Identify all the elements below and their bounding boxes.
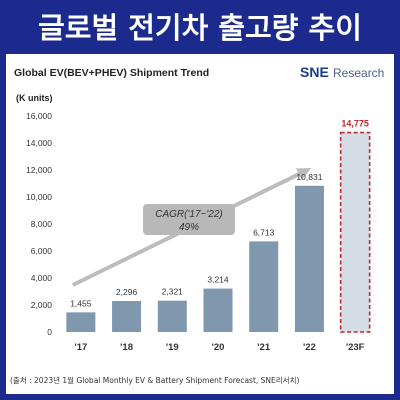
y-tick-label: 14,000 xyxy=(26,138,52,148)
bar xyxy=(249,241,279,332)
source-note: (출처 : 2023년 1월 Global Monthly EV & Batte… xyxy=(10,375,299,385)
y-axis-unit: (K units) xyxy=(16,93,53,103)
data-label: 10,831 xyxy=(296,172,322,182)
data-label: 1,455 xyxy=(70,298,92,308)
bar xyxy=(203,288,233,332)
data-labels: 1,455 2,296 2,321 3,214 6,713 10,831 14,775 xyxy=(70,119,369,309)
chart-svg: Global EV(BEV+PHEV) Shipment Trend SNE R… xyxy=(10,64,384,385)
cagr-arrow: CAGR('17~'22) 49% xyxy=(71,168,312,287)
bar-forecast xyxy=(339,131,371,333)
y-tick-label: 8,000 xyxy=(31,219,53,229)
x-axis-ticks: '17 '18 '19 '20 '21 '22 '23F xyxy=(74,342,364,353)
y-tick-label: 10,000 xyxy=(26,192,52,202)
cagr-label-box xyxy=(143,204,235,235)
chart-title: Global EV(BEV+PHEV) Shipment Trend xyxy=(14,67,209,79)
bar xyxy=(112,301,142,332)
y-tick-label: 12,000 xyxy=(26,165,52,175)
data-label: 2,321 xyxy=(162,287,184,297)
logo-suffix: Research xyxy=(333,66,384,80)
y-tick-label: 0 xyxy=(47,327,52,337)
y-tick-label: 6,000 xyxy=(31,246,53,256)
data-label: 14,775 xyxy=(341,119,369,129)
y-tick-label: 2,000 xyxy=(31,300,53,310)
x-tick-label: '22 xyxy=(303,342,316,353)
chart-card: Global EV(BEV+PHEV) Shipment Trend SNE R… xyxy=(6,54,394,394)
y-axis-ticks: 0 2,000 4,000 6,000 8,000 10,000 12,000 14,000 1… xyxy=(26,111,52,337)
bar xyxy=(157,300,187,332)
data-label: 3,214 xyxy=(207,275,229,285)
x-tick-label: '21 xyxy=(257,342,271,353)
x-tick-label: '23F xyxy=(346,342,365,353)
x-tick-label: '18 xyxy=(120,342,133,353)
y-tick-label: 16,000 xyxy=(26,111,52,121)
bars xyxy=(66,131,371,333)
bar xyxy=(294,185,324,332)
x-tick-label: '20 xyxy=(212,342,225,353)
data-label: 6,713 xyxy=(253,227,275,237)
logo-brand: SNE xyxy=(300,64,329,80)
bar xyxy=(66,312,96,332)
cagr-label: CAGR('17~'22) xyxy=(155,209,222,220)
page-headline: 글로벌 전기차 출고량 추이 xyxy=(38,11,362,45)
x-tick-label: '17 xyxy=(74,342,87,353)
logo: SNE Research xyxy=(300,64,384,80)
cagr-value: 49% xyxy=(179,222,199,233)
data-label: 2,296 xyxy=(116,287,138,297)
y-tick-label: 4,000 xyxy=(31,273,53,283)
x-tick-label: '19 xyxy=(166,342,179,353)
